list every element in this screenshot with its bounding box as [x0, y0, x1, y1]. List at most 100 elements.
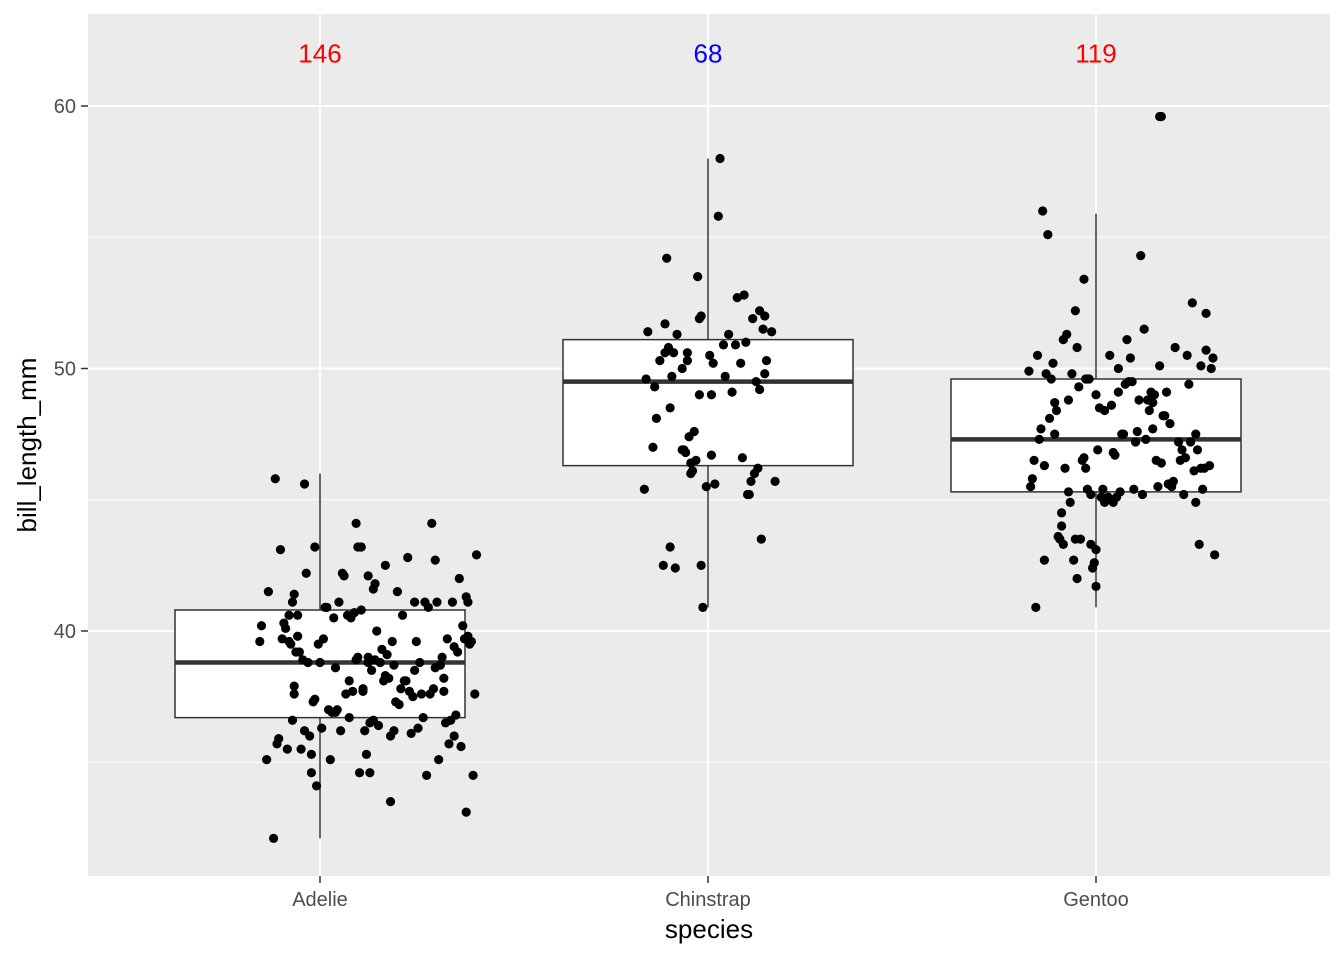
data-point — [755, 384, 765, 395]
data-point — [396, 684, 406, 694]
data-point — [1106, 400, 1117, 410]
data-point — [468, 770, 478, 780]
count-label-gentoo: 119 — [1075, 39, 1116, 69]
data-point — [1038, 206, 1048, 216]
data-point — [1100, 405, 1110, 416]
data-point — [301, 568, 311, 578]
data-point — [380, 560, 390, 570]
data-point — [1160, 411, 1170, 421]
data-point — [289, 589, 299, 599]
data-point — [761, 356, 772, 366]
data-point — [1144, 405, 1154, 416]
data-point — [1027, 474, 1037, 484]
data-point — [741, 337, 751, 347]
data-point — [641, 374, 651, 384]
data-point — [1115, 487, 1125, 497]
data-point — [416, 689, 427, 699]
data-point — [767, 327, 777, 337]
data-point — [1091, 581, 1101, 591]
data-point — [315, 657, 325, 668]
data-point — [758, 324, 768, 334]
data-point — [1141, 434, 1151, 444]
data-point — [739, 290, 749, 300]
data-point — [344, 713, 354, 723]
data-point — [444, 739, 454, 749]
data-point — [1093, 445, 1103, 455]
data-point — [281, 623, 291, 633]
data-point — [430, 663, 440, 673]
data-point — [1043, 230, 1053, 240]
data-point — [384, 673, 394, 683]
y-tick-label: 60 — [54, 96, 76, 118]
data-point — [1149, 390, 1160, 400]
data-point — [428, 684, 439, 694]
data-point — [334, 597, 344, 607]
data-point — [430, 555, 440, 565]
data-point — [1139, 324, 1149, 334]
data-point — [1161, 387, 1172, 397]
data-point — [698, 602, 708, 612]
data-point — [296, 744, 306, 754]
data-point — [299, 479, 310, 489]
data-point — [310, 542, 320, 552]
data-point — [706, 390, 717, 400]
data-point — [682, 356, 692, 366]
data-point — [1070, 306, 1080, 316]
data-point — [1113, 387, 1123, 397]
data-point — [1098, 484, 1108, 494]
data-point — [1153, 482, 1163, 492]
data-point — [1201, 308, 1211, 318]
data-point — [1180, 453, 1191, 463]
data-point — [449, 731, 459, 741]
data-point — [1058, 539, 1068, 549]
data-point — [748, 314, 758, 324]
data-point — [418, 713, 428, 723]
data-point — [746, 476, 756, 486]
y-axis: 40 50 60 — [54, 96, 88, 643]
data-point — [1170, 342, 1180, 353]
data-point — [1173, 437, 1184, 447]
count-label-chinstrap: 68 — [694, 39, 723, 69]
data-point — [329, 613, 339, 623]
data-point — [318, 634, 329, 644]
data-point — [1039, 461, 1049, 471]
data-point — [437, 652, 447, 662]
data-point — [1136, 251, 1146, 261]
data-point — [351, 518, 361, 528]
data-point — [760, 369, 770, 379]
data-point — [268, 833, 279, 843]
data-point — [336, 726, 346, 736]
data-point — [356, 542, 366, 552]
data-point — [1186, 437, 1196, 447]
data-point — [256, 621, 267, 631]
data-point — [713, 211, 723, 221]
data-points — [255, 111, 1220, 843]
data-point — [1129, 484, 1139, 494]
data-point — [415, 657, 425, 668]
data-point — [727, 387, 737, 397]
data-point — [397, 610, 408, 620]
data-point — [1063, 487, 1074, 497]
data-point — [696, 560, 706, 570]
data-point — [1182, 350, 1192, 360]
points-adelie — [255, 474, 482, 843]
data-point — [1067, 369, 1077, 379]
data-point — [1031, 602, 1041, 612]
data-point — [1079, 453, 1089, 463]
data-point — [330, 663, 341, 673]
data-point — [1132, 426, 1142, 437]
data-point — [1196, 361, 1206, 371]
data-point — [706, 450, 717, 460]
data-point — [744, 489, 754, 500]
data-point — [639, 484, 649, 494]
data-point — [736, 358, 746, 368]
data-point — [423, 602, 433, 612]
points-chinstrap — [639, 153, 780, 612]
data-point — [354, 768, 365, 778]
data-point — [655, 356, 665, 366]
data-point — [1148, 398, 1158, 408]
data-point — [696, 311, 706, 321]
data-point — [715, 153, 725, 164]
y-tick-label: 40 — [54, 621, 76, 643]
data-point — [270, 474, 280, 484]
